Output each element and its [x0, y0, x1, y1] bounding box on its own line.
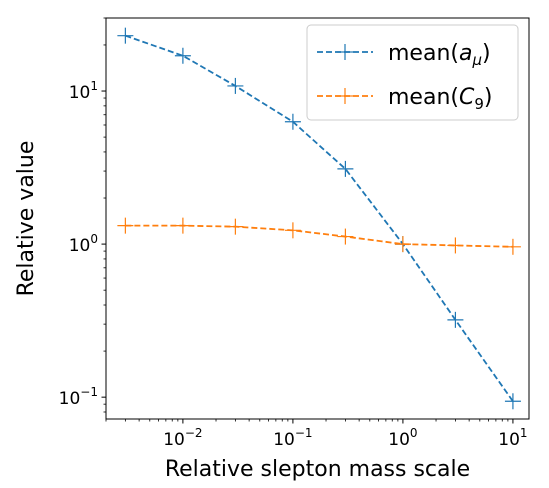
legend-label: mean(C9): [388, 85, 493, 113]
data-point: [447, 311, 464, 328]
series-layer: [117, 27, 521, 410]
data-point: [504, 238, 521, 255]
y-tick-label: 100: [69, 232, 98, 256]
data-point: [117, 27, 134, 44]
data-point: [174, 217, 191, 234]
x-tick-label: 10−1: [273, 426, 312, 450]
y-tick-label: 101: [69, 79, 98, 103]
data-point: [447, 237, 464, 254]
legend-entry-0: mean(aμ): [317, 41, 491, 69]
plot-frame: [105, 17, 530, 420]
series-line: [125, 224, 513, 248]
axes-layer: [105, 17, 530, 420]
series-1: [117, 217, 521, 255]
x-axis-label: Relative slepton mass scale: [165, 457, 470, 482]
data-point: [394, 236, 411, 253]
x-tick-label: 10−2: [163, 426, 202, 450]
legend-frame: [306, 24, 519, 121]
legend-label: mean(aμ): [388, 41, 491, 69]
data-point: [227, 77, 244, 94]
data-point: [174, 47, 191, 64]
x-tick-label: 100: [388, 426, 417, 450]
legend-entry-1: mean(C9): [317, 85, 493, 113]
y-axis-label: Relative value: [14, 141, 39, 297]
data-point: [504, 393, 521, 410]
data-point: [337, 160, 354, 177]
ticks-layer: 10−2 10−1 100 101 10−1 100 101: [59, 17, 528, 450]
data-point: [337, 228, 354, 245]
x-tick-label: 101: [498, 426, 527, 450]
data-point: [117, 217, 134, 234]
data-point: [284, 222, 301, 239]
y-tick-label: 10−1: [59, 385, 98, 409]
data-point: [227, 218, 244, 235]
legend: mean(aμ) mean(C9): [306, 24, 519, 121]
data-point: [284, 113, 301, 130]
